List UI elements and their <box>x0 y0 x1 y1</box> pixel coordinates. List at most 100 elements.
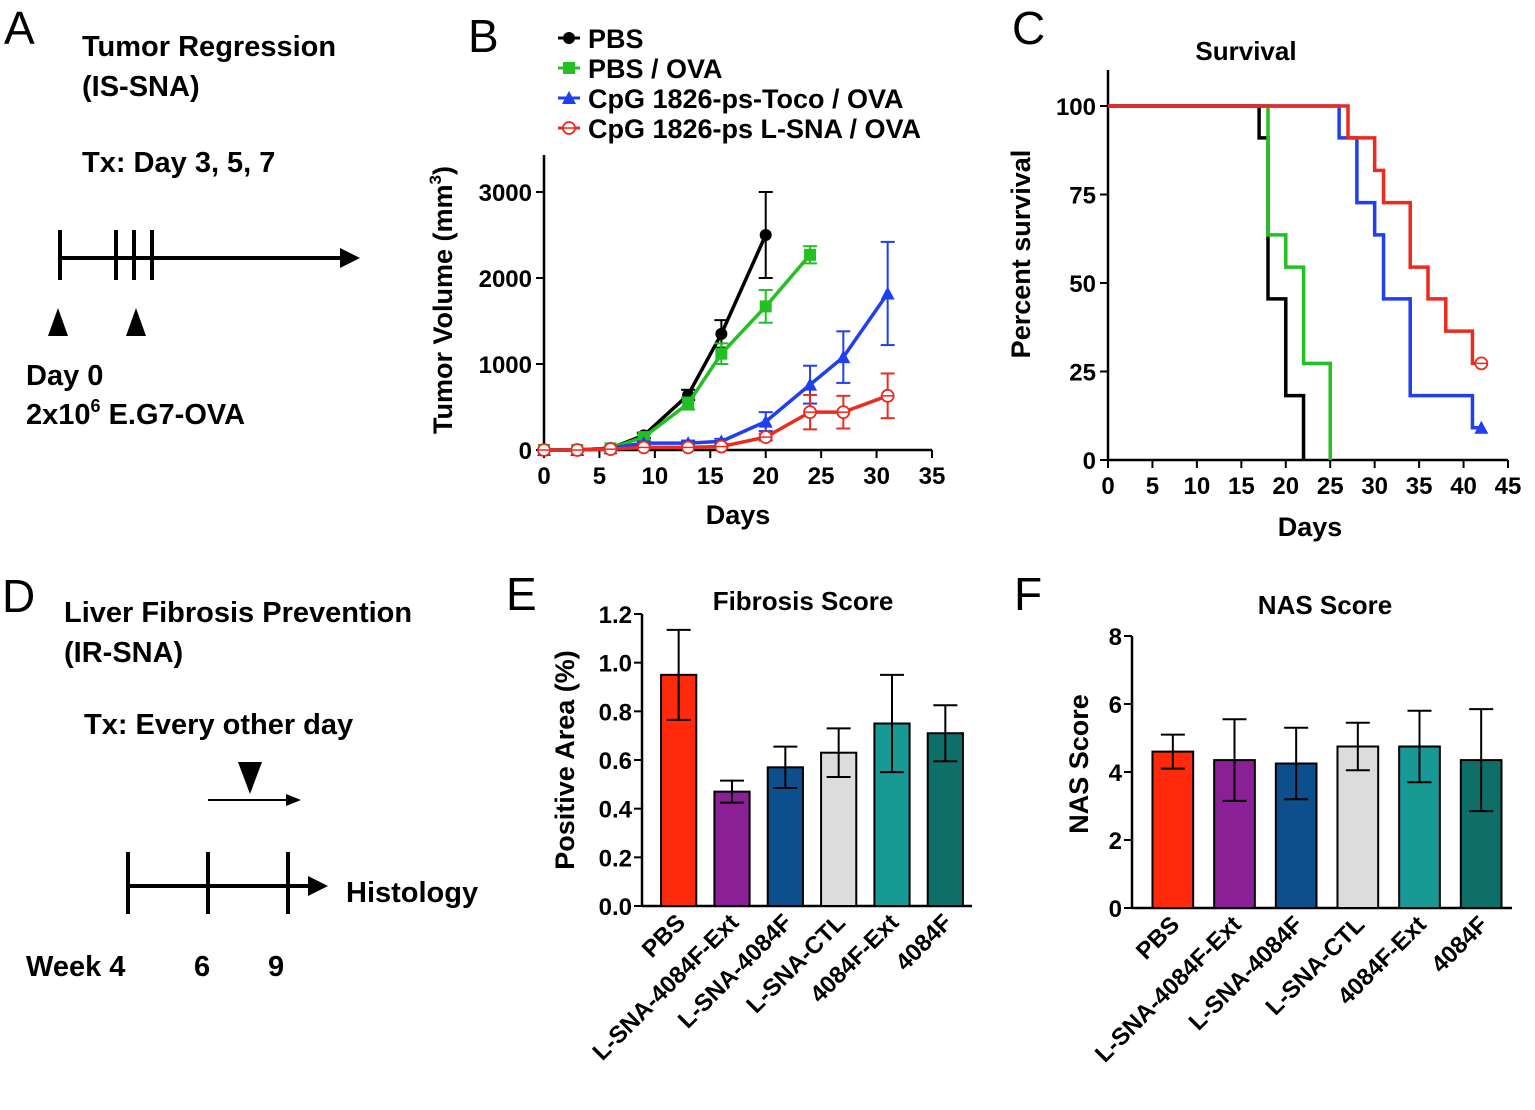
panel-d-timeline <box>126 762 328 914</box>
legend-marker <box>562 91 576 104</box>
series-line <box>544 253 812 452</box>
series-line <box>544 394 889 452</box>
x-tick-label: 40 <box>1450 473 1477 500</box>
panel-letter-b: B <box>468 10 499 62</box>
data-point <box>759 300 772 313</box>
y-tick-label: 0.8 <box>599 699 632 726</box>
survival-curve-0 <box>1108 104 1306 460</box>
data-point <box>759 229 772 241</box>
y-tick-label: 0 <box>1083 448 1096 475</box>
chart-title: Fibrosis Score <box>713 586 894 616</box>
legend-label: CpG 1826-ps L-SNA / OVA <box>588 114 921 144</box>
legend-marker <box>563 62 575 74</box>
legend-label: PBS / OVA <box>588 54 723 84</box>
panel-d: D Liver Fibrosis Prevention (IR-SNA) Tx:… <box>2 570 478 983</box>
data-point <box>803 377 818 391</box>
y-tick-label: 3000 <box>479 180 532 207</box>
x-tick-label: 20 <box>1272 473 1299 500</box>
y-tick-label: 75 <box>1069 183 1096 210</box>
x-tick-label: 25 <box>808 463 835 490</box>
treatment-span-arrowhead <box>286 794 301 806</box>
x-tick-label: 35 <box>1406 473 1433 500</box>
chart-title: NAS Score <box>1258 590 1392 620</box>
y-tick-label: 8 <box>1109 624 1122 651</box>
x-tick-label: 0 <box>537 463 550 490</box>
y-axis-label: NAS Score <box>1064 694 1094 834</box>
category-label: 4084F <box>1426 911 1493 978</box>
x-tick-label: 0 <box>1101 473 1114 500</box>
panel-d-week9: 9 <box>268 951 284 983</box>
y-tick-label: 25 <box>1069 360 1096 387</box>
panel-letter-e: E <box>506 568 537 620</box>
panel-e: E Fibrosis Score 0.0 0.2 0.4 0.6 0.8 1.0 1.2 Pos… <box>506 568 972 1066</box>
x-tick-label: 45 <box>1495 473 1522 500</box>
x-tick-label: 10 <box>1184 473 1211 500</box>
panel-a-title-line1: Tumor Regression <box>82 31 336 63</box>
y-tick-label: 0.4 <box>599 797 633 824</box>
data-point <box>715 327 728 340</box>
legend-label: PBS <box>588 24 644 54</box>
panel-a-timeline <box>48 230 360 336</box>
x-tick-label: 15 <box>697 463 724 490</box>
chart-title: Survival <box>1195 36 1296 66</box>
x-tick-label: 25 <box>1317 473 1344 500</box>
x-tick-label: 5 <box>593 463 606 490</box>
panel-c: C Survival 0 5 10 15 20 25 30 35 40 45 0 25 50 75 100 Da… <box>1006 2 1521 542</box>
y-tick-label: 6 <box>1109 692 1122 719</box>
data-point <box>880 286 895 300</box>
y-tick-label: 4 <box>1109 760 1123 787</box>
data-point <box>804 248 817 261</box>
x-axis-label: Days <box>1278 512 1343 542</box>
survival-curve-3 <box>1108 104 1482 366</box>
panel-a-treatment: Tx: Day 3, 5, 7 <box>82 147 275 179</box>
panel-letter-a: A <box>4 2 35 54</box>
y-tick-label: 50 <box>1069 271 1096 298</box>
panel-letter-c: C <box>1012 2 1045 54</box>
x-tick-label: 30 <box>863 463 890 490</box>
y-tick-label: 1000 <box>479 352 532 379</box>
triangle-marker-day0-icon <box>48 308 68 336</box>
category-label: 4084F <box>890 909 957 976</box>
survival-chart: Survival 0 5 10 15 20 25 30 35 40 45 0 25 50 75 100 Days… <box>1006 36 1521 542</box>
bar-4 <box>1336 745 1380 909</box>
y-tick-label: 0 <box>519 438 532 465</box>
x-tick-label: 15 <box>1228 473 1255 500</box>
panel-a-title-line2: (IS-SNA) <box>82 71 200 103</box>
x-tick-label: 30 <box>1361 473 1388 500</box>
bar-4 <box>820 751 858 908</box>
data-point <box>682 397 695 410</box>
survival-end-marker <box>1474 420 1489 434</box>
y-axis-label: Positive Area (%) <box>550 650 580 870</box>
bar-1 <box>1151 750 1195 909</box>
y-tick-label: 2000 <box>479 266 532 293</box>
x-tick-label: 20 <box>752 463 779 490</box>
data-point <box>715 347 728 360</box>
panel-letter-d: D <box>2 570 35 622</box>
y-tick-label: 0.0 <box>599 894 632 921</box>
timeline-arrowhead <box>308 876 328 896</box>
panel-d-title-line1: Liver Fibrosis Prevention <box>64 597 412 629</box>
data-point <box>758 414 773 428</box>
survival-curve-1 <box>1108 104 1332 460</box>
panel-b: B 0 5 10 15 20 25 30 35 0 1000 2000 3000 Days Tumor V… <box>426 10 945 530</box>
y-tick-label: 2 <box>1109 828 1122 855</box>
panel-a: A Tumor Regression (IS-SNA) Tx: Day 3, 5… <box>4 2 360 431</box>
y-tick-label: 1.2 <box>599 602 632 629</box>
data-point <box>836 350 851 364</box>
panel-d-title-line2: (IR-SNA) <box>64 637 183 669</box>
panel-a-day0-label: Day 0 <box>26 360 103 392</box>
series-line <box>544 292 890 452</box>
series-0 <box>538 191 773 456</box>
fibrosis-score-chart: Fibrosis Score 0.0 0.2 0.4 0.6 0.8 1.0 1.2 Posit… <box>550 586 972 1066</box>
triangle-marker-treatment-icon <box>126 308 146 336</box>
x-tick-label: 10 <box>642 463 669 490</box>
panel-d-week-label: Week 4 <box>26 951 125 983</box>
y-tick-label: 0.6 <box>599 748 632 775</box>
panel-d-treatment: Tx: Every other day <box>84 709 353 741</box>
y-axis-label: Tumor Volume (mm3) <box>426 166 458 434</box>
panel-letter-f: F <box>1014 568 1042 620</box>
y-tick-label: 0.2 <box>599 845 632 872</box>
